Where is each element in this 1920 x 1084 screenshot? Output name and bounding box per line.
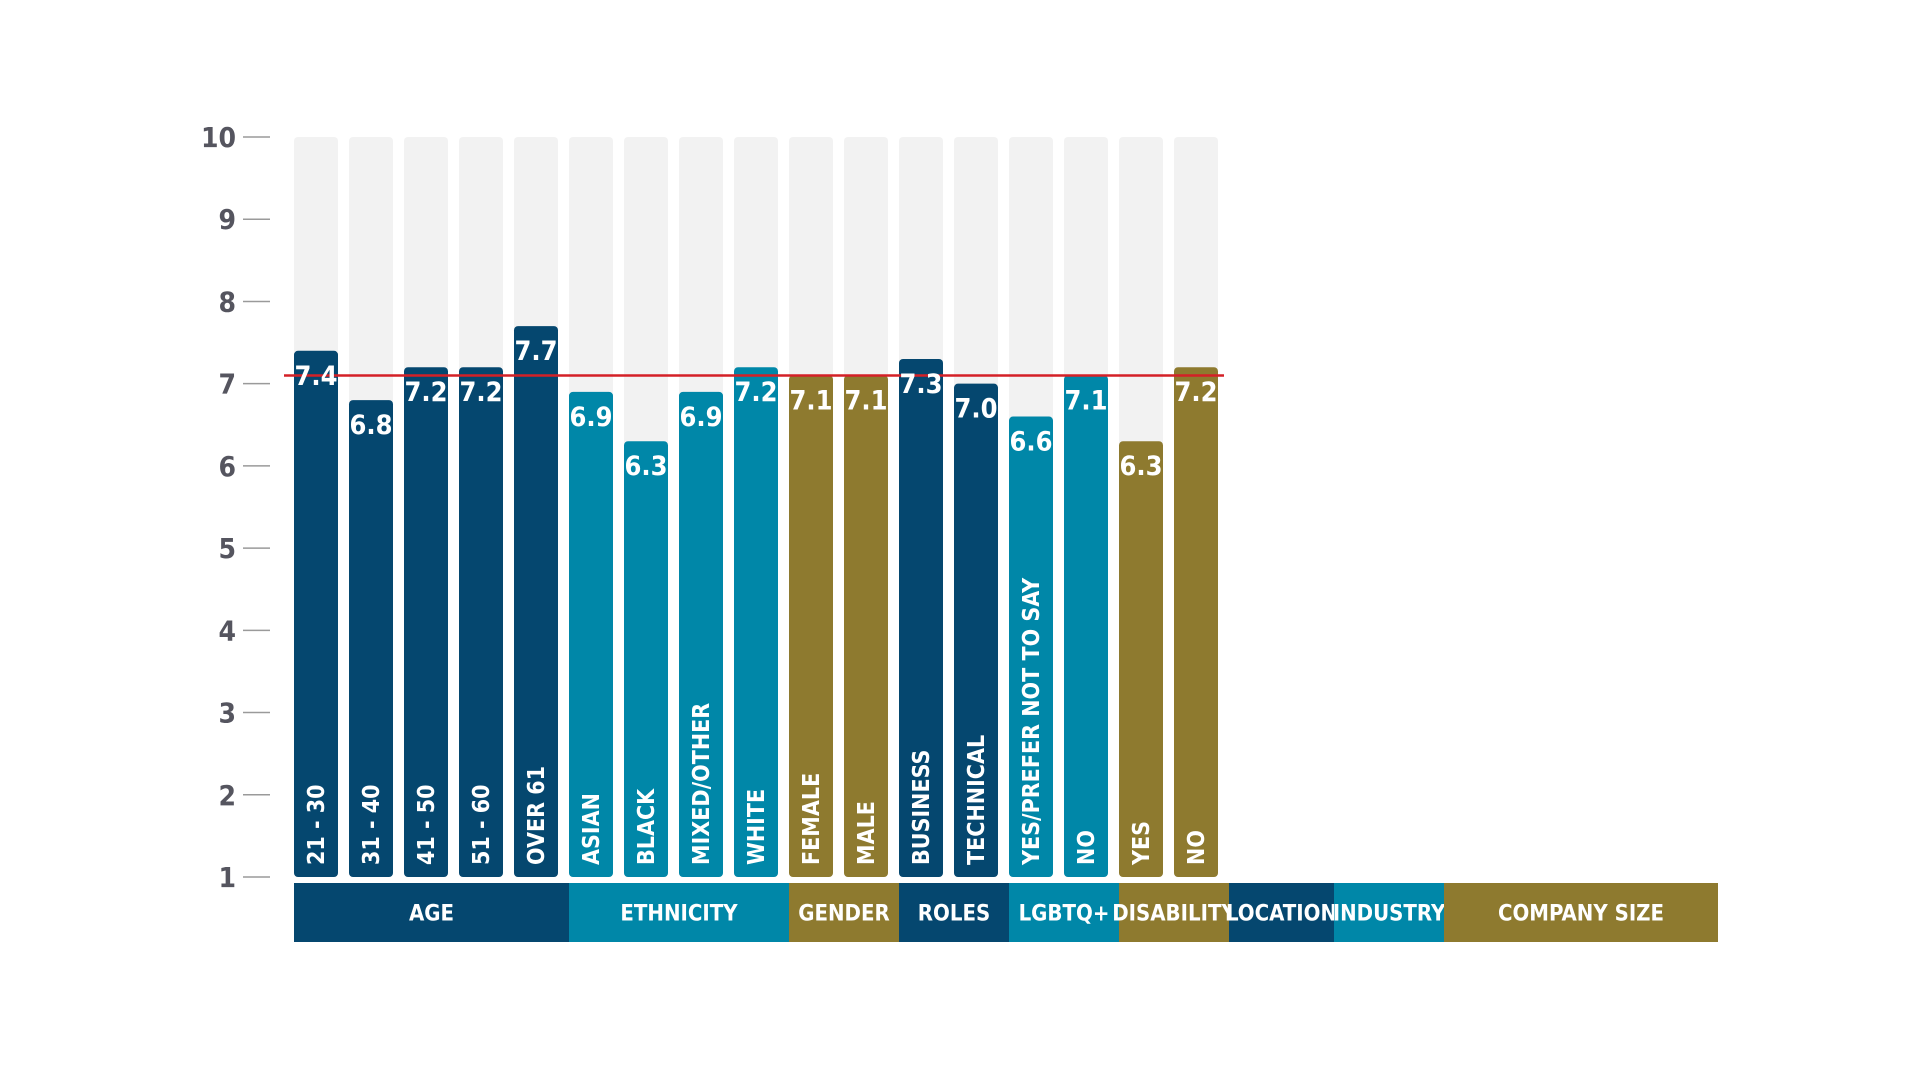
- bar: [294, 350, 338, 877]
- group-label: COMPANY SIZE: [1498, 902, 1664, 927]
- value-label: 7.2: [1174, 377, 1217, 408]
- group-segment: [899, 883, 1009, 942]
- group-label: LOCATION: [1226, 902, 1337, 927]
- group-label: INDUSTRY: [1333, 902, 1446, 927]
- bar: [844, 375, 888, 877]
- category-label: FEMALE: [799, 773, 825, 865]
- group-label: GENDER: [798, 902, 890, 927]
- bar: [349, 400, 393, 877]
- bar: [679, 391, 723, 877]
- group-segment: [1229, 883, 1334, 942]
- group-label: ETHNICITY: [620, 902, 738, 927]
- category-label: NO: [1184, 830, 1210, 865]
- category-label: 31 - 40: [359, 784, 385, 865]
- value-label: 6.8: [349, 410, 392, 441]
- value-label: 7.0: [954, 394, 997, 425]
- category-label: ASIAN: [579, 793, 605, 865]
- value-label: 6.6: [1009, 427, 1052, 458]
- value-label: 7.1: [844, 385, 887, 416]
- value-label: 7.1: [789, 385, 832, 416]
- category-label: YES/PREFER NOT TO SAY: [1019, 577, 1045, 866]
- value-label: 7.7: [514, 336, 557, 367]
- bars: [294, 137, 1218, 878]
- value-label: 7.2: [734, 377, 777, 408]
- group-segment: [1119, 883, 1229, 942]
- value-label: 7.4: [294, 361, 337, 392]
- y-axis: 1 2 3 4 5 6 7 8 9 10: [201, 121, 270, 894]
- value-label: 6.3: [1119, 451, 1162, 482]
- bar: [789, 375, 833, 877]
- y-tick-label: 8: [218, 285, 236, 318]
- group-band: AGE ETHNICITY GENDER ROLES LGBTQ+ DISABILITYL…: [294, 883, 1718, 942]
- bar: [1174, 367, 1218, 877]
- value-label: 7.2: [404, 377, 447, 408]
- bar: [1119, 441, 1163, 877]
- value-label: 7.1: [1064, 385, 1107, 416]
- category-label: MIXED/OTHER: [689, 703, 715, 865]
- y-tick-label: 6: [218, 450, 236, 483]
- group-label: DISABILITY: [1112, 902, 1236, 927]
- y-tick-label: 10: [201, 121, 236, 154]
- category-label: MALE: [854, 801, 880, 865]
- category-label: BUSINESS: [909, 750, 935, 865]
- category-label: 21 - 30: [304, 784, 330, 865]
- value-label: 6.9: [679, 402, 722, 433]
- bar: [569, 391, 613, 877]
- y-tick-label: 1: [218, 861, 236, 894]
- y-tick-label: 7: [218, 368, 236, 401]
- group-segment: [1444, 883, 1718, 942]
- group-segment: [1334, 883, 1444, 942]
- y-tick-label: 4: [218, 614, 236, 647]
- group-label: AGE: [409, 902, 454, 927]
- bar: [1064, 375, 1108, 877]
- bar: [734, 367, 778, 877]
- category-label: TECHNICAL: [964, 735, 990, 865]
- category-label: NO: [1074, 830, 1100, 865]
- bar: [459, 367, 503, 877]
- value-label: 6.9: [569, 402, 612, 433]
- bar-labels: 7.4 21 - 30 6.8 31 - 40 7.2 41 - 50 7.2 51 - 60…: [294, 336, 1217, 866]
- bar: [514, 326, 558, 878]
- bar: [899, 359, 943, 877]
- category-label: YES: [1129, 821, 1155, 866]
- group-segment: [294, 883, 569, 942]
- group-segment: [569, 883, 789, 942]
- bar: [404, 367, 448, 877]
- category-label: 51 - 60: [469, 784, 495, 865]
- value-label: 7.3: [899, 369, 942, 400]
- y-tick-label: 9: [218, 203, 236, 236]
- category-label: BLACK: [634, 788, 660, 865]
- value-label: 7.2: [459, 377, 502, 408]
- bar: [1009, 416, 1053, 877]
- group-label: LGBTQ+: [1019, 902, 1110, 927]
- y-tick-label: 3: [218, 697, 236, 730]
- category-label: OVER 61: [524, 766, 550, 865]
- group-label: ROLES: [918, 902, 990, 927]
- y-tick-label: 5: [218, 532, 236, 565]
- group-segment: [1009, 883, 1119, 942]
- group-segment: [789, 883, 899, 942]
- bar: [624, 441, 668, 877]
- category-label: WHITE: [744, 789, 770, 865]
- category-label: 41 - 50: [414, 784, 440, 865]
- value-label: 6.3: [624, 451, 667, 482]
- bar: [954, 383, 998, 877]
- y-tick-label: 2: [218, 779, 236, 812]
